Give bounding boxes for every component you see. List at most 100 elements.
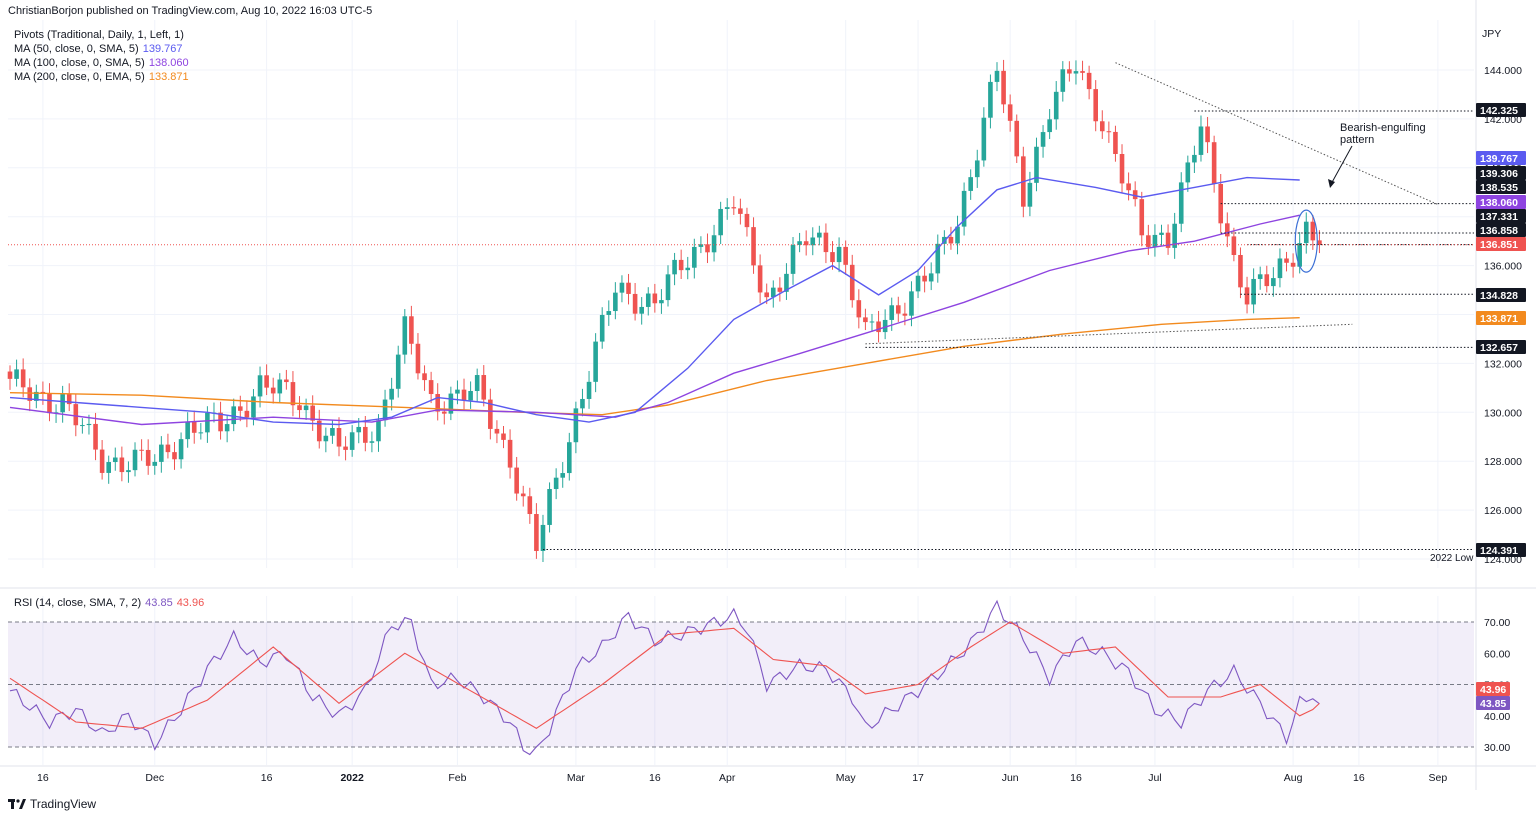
price-axis-label: 142.325 bbox=[1480, 105, 1518, 117]
rsi-ma-axis-label: 43.96 bbox=[1480, 684, 1506, 696]
pattern-ellipse bbox=[1294, 209, 1318, 273]
candle-body bbox=[1225, 223, 1230, 237]
candle-body bbox=[159, 444, 164, 462]
time-tick-label: 16 bbox=[37, 772, 49, 784]
candle-body bbox=[1165, 232, 1171, 248]
candle-body bbox=[1251, 278, 1256, 305]
candle-body bbox=[428, 380, 434, 395]
candle-body bbox=[415, 343, 421, 374]
candle-body bbox=[1211, 142, 1217, 184]
candle-body bbox=[553, 477, 559, 490]
candle-body bbox=[316, 420, 322, 442]
time-tick-label: Feb bbox=[448, 772, 466, 784]
candle-body bbox=[573, 408, 579, 443]
candle-body bbox=[678, 259, 684, 271]
candle-body bbox=[974, 160, 980, 178]
candle-body bbox=[896, 305, 901, 314]
time-tick-label: Jun bbox=[1002, 772, 1019, 784]
time-tick-label: Mar bbox=[567, 772, 586, 784]
time-tick-label: Aug bbox=[1284, 772, 1303, 784]
candle-body bbox=[395, 354, 401, 389]
candle-body bbox=[93, 423, 98, 450]
descending-trendline bbox=[1115, 62, 1439, 205]
time-tick-label: May bbox=[836, 772, 857, 784]
price-axis-label-bg bbox=[1476, 237, 1526, 251]
candle-body bbox=[1303, 221, 1309, 244]
price-axis-label: 136.851 bbox=[1480, 239, 1518, 251]
candle-body bbox=[902, 313, 908, 316]
candle-body bbox=[60, 394, 65, 413]
candle-body bbox=[994, 70, 1000, 82]
candle-body bbox=[349, 432, 355, 450]
candle-body bbox=[1185, 162, 1191, 183]
candle-body bbox=[784, 273, 789, 292]
candle-body bbox=[501, 433, 506, 440]
candle-body bbox=[66, 394, 72, 405]
legend-ma100-label: MA (100, close, 0, SMA, 5) bbox=[14, 57, 145, 69]
candle-body bbox=[106, 462, 111, 473]
candle-body bbox=[224, 424, 230, 432]
candle-body bbox=[1146, 235, 1151, 247]
candle-body bbox=[343, 446, 348, 450]
candle-body bbox=[1231, 236, 1237, 255]
price-axis-label: 133.871 bbox=[1480, 313, 1518, 325]
candle-body bbox=[389, 388, 394, 400]
rsi-legend-label: RSI (14, close, SMA, 7, 2) bbox=[14, 597, 142, 609]
rsi-tick-label: 40.00 bbox=[1484, 711, 1510, 723]
ma100-line bbox=[9, 214, 1300, 426]
candle-body bbox=[1034, 146, 1039, 183]
candle-body bbox=[652, 293, 658, 304]
footer-brand[interactable]: TradingView bbox=[8, 797, 96, 811]
candle-body bbox=[909, 291, 914, 316]
candle-body bbox=[547, 489, 552, 525]
candle-body bbox=[843, 246, 848, 265]
candle-body bbox=[540, 524, 546, 551]
price-axis-label-bg bbox=[1476, 543, 1526, 557]
candle-body bbox=[112, 457, 118, 463]
candle-body bbox=[1139, 199, 1145, 236]
tradingview-logo-icon bbox=[8, 799, 26, 809]
candle-body bbox=[461, 389, 467, 401]
candle-body bbox=[1284, 258, 1289, 263]
candle-body bbox=[1093, 89, 1098, 122]
candle-body bbox=[718, 208, 723, 236]
candle-body bbox=[1067, 69, 1072, 74]
annotation-arrowhead bbox=[1328, 179, 1335, 188]
candle-body bbox=[731, 207, 737, 209]
price-tick-label: 132.000 bbox=[1484, 358, 1522, 370]
candle-body bbox=[711, 235, 717, 253]
candle-body bbox=[336, 428, 342, 447]
price-tick-label: 136.000 bbox=[1484, 261, 1522, 273]
legend-ma50-value: 139.767 bbox=[142, 43, 183, 55]
candle-body bbox=[744, 213, 750, 228]
price-axis-label-bg bbox=[1476, 151, 1526, 165]
candle-body bbox=[1277, 258, 1283, 279]
candle-body bbox=[86, 423, 92, 426]
candle-body bbox=[520, 493, 526, 497]
candle-body bbox=[455, 389, 460, 394]
candle-body bbox=[1040, 132, 1046, 147]
candle-body bbox=[185, 421, 190, 440]
candle-body bbox=[1073, 71, 1079, 74]
candle-body bbox=[172, 452, 177, 460]
rising-support-line bbox=[865, 323, 1353, 345]
candle-body bbox=[99, 449, 105, 473]
candle-body bbox=[698, 244, 704, 247]
rsi-legend: RSI (14, close, SMA, 7, 2) 43.85 43.96 bbox=[14, 597, 204, 609]
candle-body bbox=[1014, 120, 1020, 157]
candle-body bbox=[619, 282, 625, 293]
price-tick-label: 130.000 bbox=[1484, 407, 1522, 419]
candle-body bbox=[152, 461, 158, 466]
candle-body bbox=[659, 300, 664, 304]
candle-body bbox=[488, 399, 493, 429]
candle-body bbox=[981, 117, 987, 161]
legend-ma100-value: 138.060 bbox=[148, 57, 189, 69]
candle-body bbox=[468, 390, 473, 401]
candle-body bbox=[948, 236, 954, 244]
time-tick-label: 16 bbox=[1353, 772, 1365, 784]
candle-body bbox=[363, 426, 368, 443]
candle-body bbox=[1172, 223, 1177, 248]
candle-body bbox=[968, 177, 973, 191]
rsi-ma-axis-label-bg bbox=[1476, 682, 1510, 696]
